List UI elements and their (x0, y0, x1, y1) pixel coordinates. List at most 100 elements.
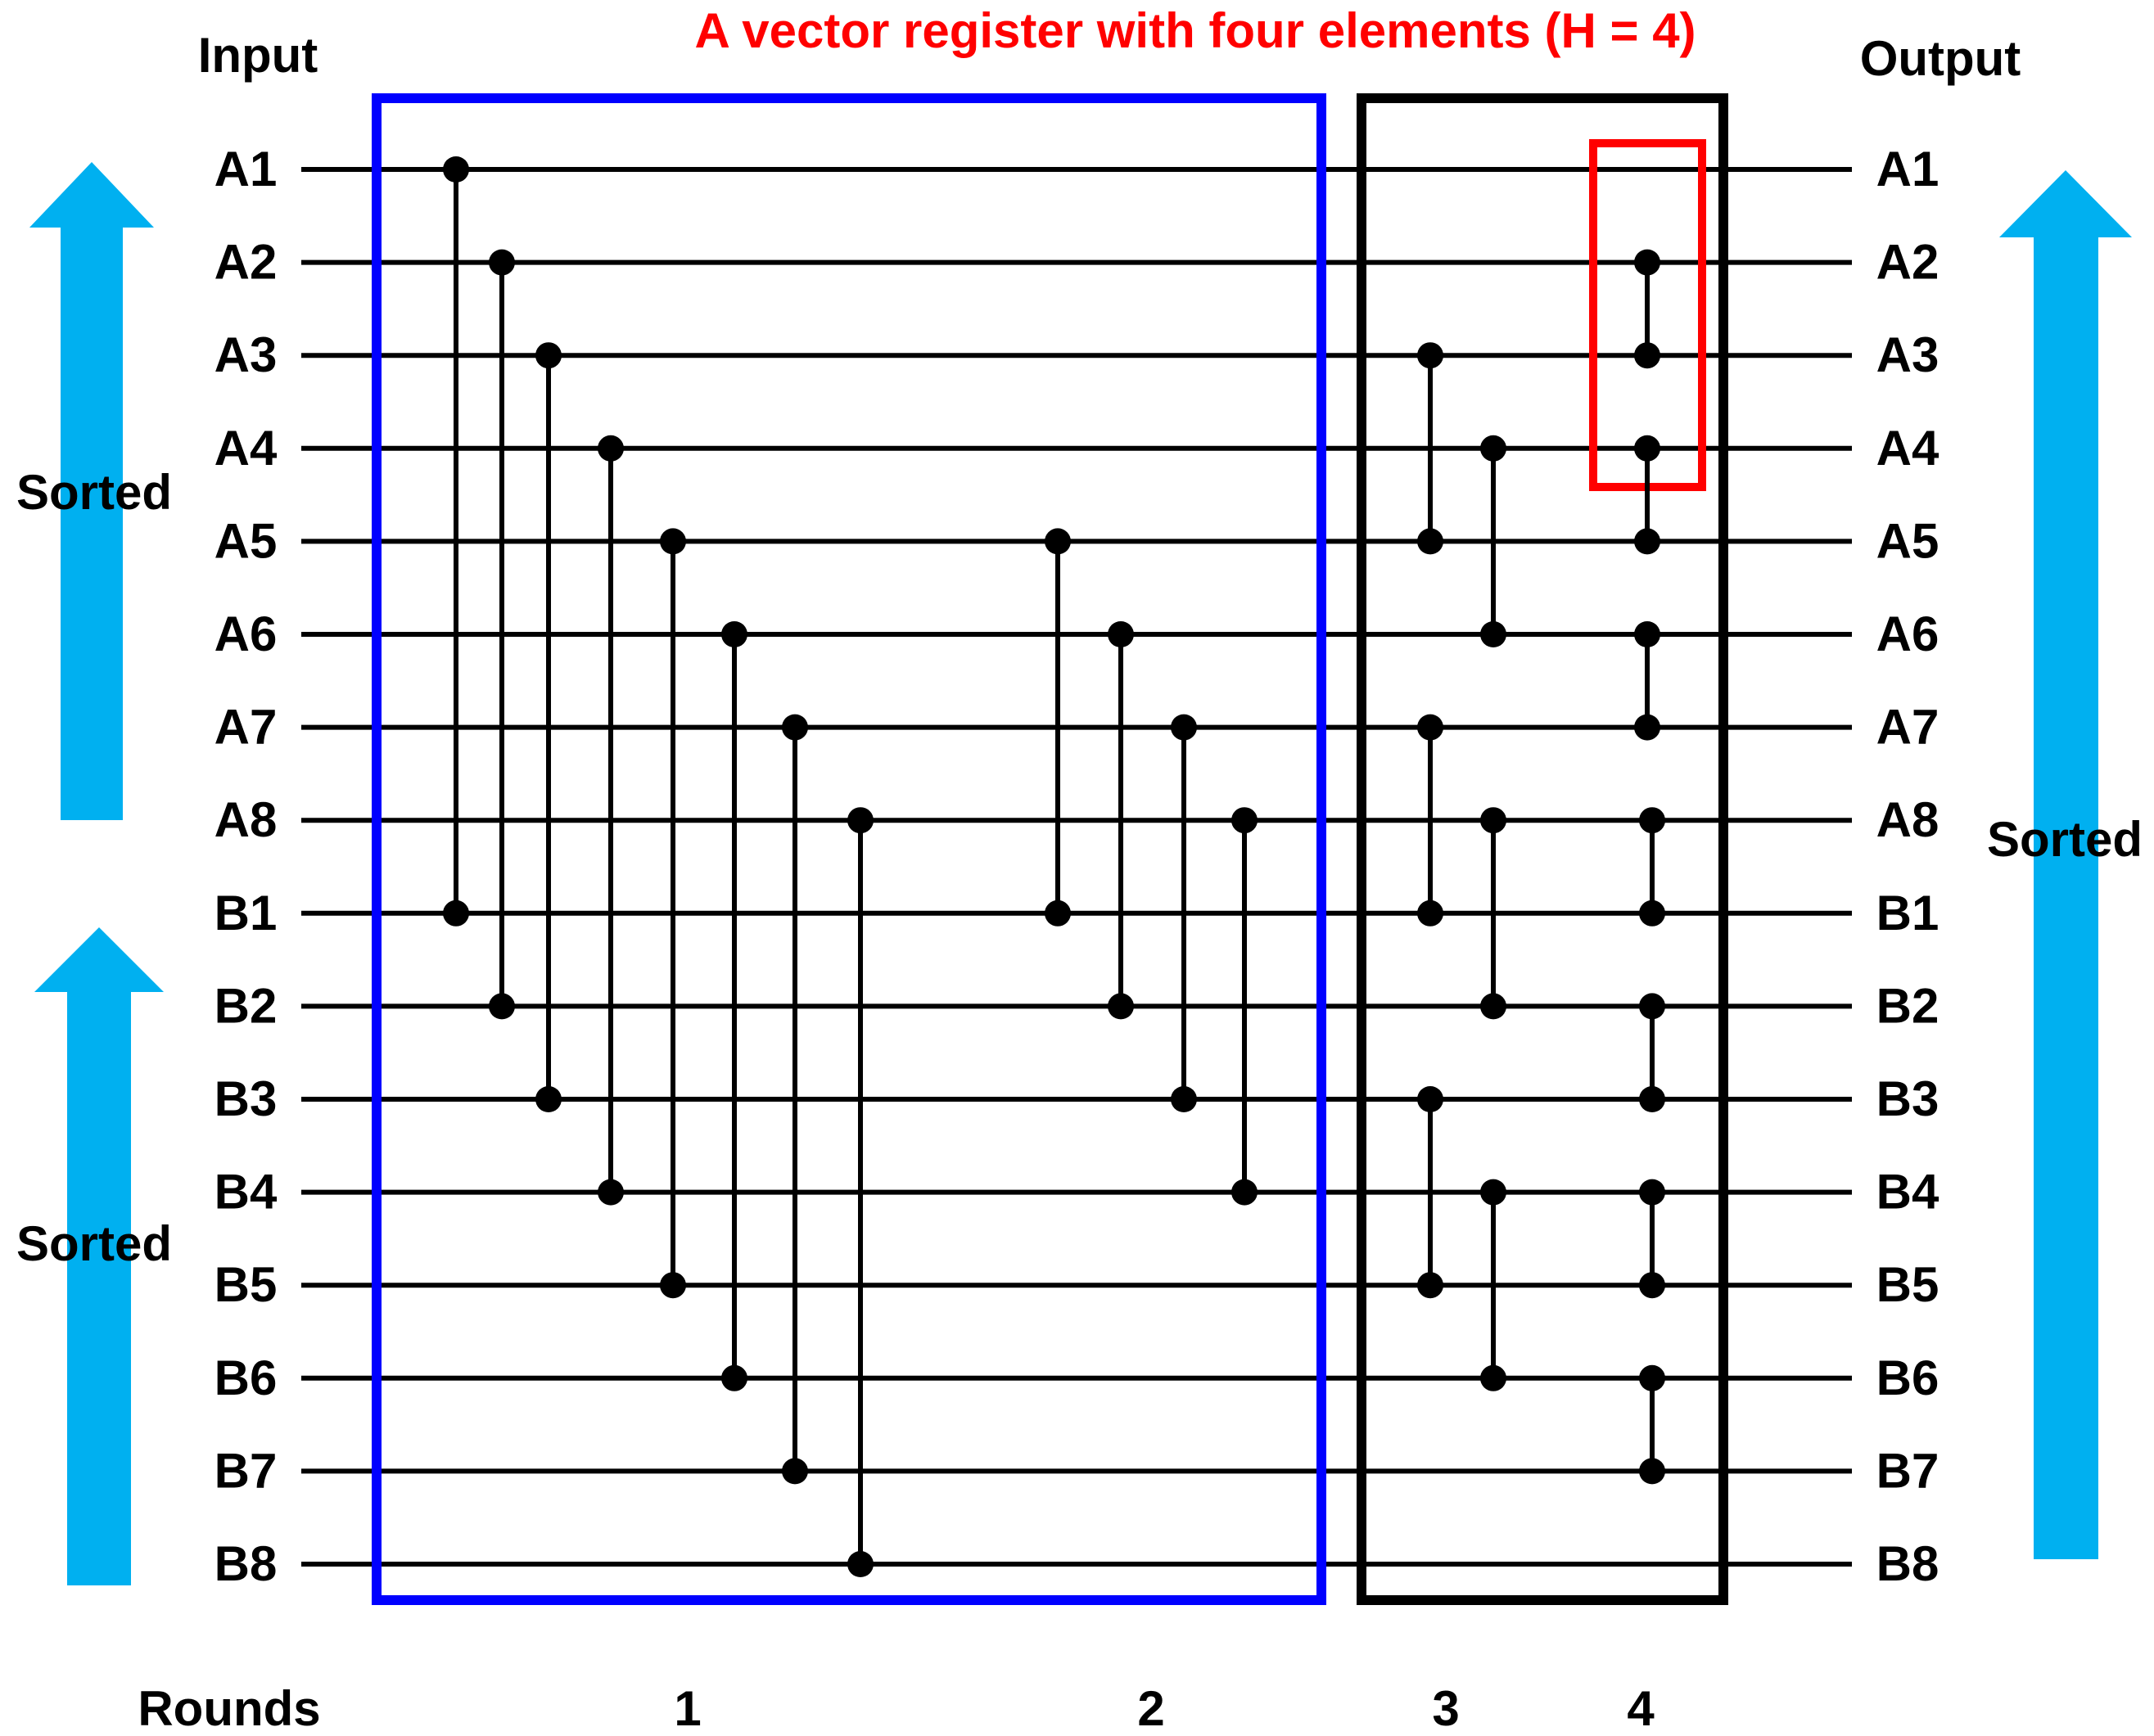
comparator-node (535, 342, 562, 369)
sorted-arrow-b (34, 927, 164, 1585)
comparator-node (1417, 1272, 1443, 1299)
comparator-node (1639, 1364, 1665, 1391)
comparator-node (1171, 714, 1197, 741)
comparator-node (1480, 435, 1506, 462)
sorted-arrow-output (1999, 170, 2132, 1559)
comparator-node (1231, 1179, 1258, 1206)
output-wire-label: B6 (1876, 1350, 1940, 1405)
comparator-node (535, 1086, 562, 1112)
comparator-node (1634, 249, 1660, 276)
comparator-node (443, 900, 469, 927)
output-wire-label: A6 (1876, 606, 1940, 661)
output-wire-label: B5 (1876, 1257, 1940, 1312)
round-number-1: 1 (674, 1681, 701, 1736)
input-wire-label: A5 (214, 513, 278, 568)
comparator-node (782, 714, 808, 741)
input-header: Input (198, 28, 318, 83)
comparator-node (660, 1272, 686, 1299)
output-wire-label: B7 (1876, 1443, 1940, 1498)
input-wire-label: A3 (214, 327, 278, 382)
comparator-node (1417, 1086, 1443, 1112)
comparator-node (1045, 900, 1071, 927)
input-wire-label: B6 (214, 1350, 278, 1405)
comparator-node (1045, 528, 1071, 555)
round-number-2: 2 (1137, 1681, 1164, 1736)
comparator-node (1480, 993, 1506, 1020)
input-wire-label: B3 (214, 1071, 278, 1126)
input-wire-label: A2 (214, 235, 278, 290)
comparator-node (1639, 1272, 1665, 1299)
comparator-node (847, 1551, 874, 1577)
round-number-3: 3 (1432, 1681, 1459, 1736)
round-3-4-box (1357, 93, 1728, 1605)
comparator-node (1639, 1086, 1665, 1112)
comparator-node (1417, 342, 1443, 369)
comparator-node (1634, 621, 1660, 647)
input-wire-label: A8 (214, 792, 278, 847)
sorted-label-b: Sorted (16, 1216, 172, 1271)
diagram-title: A vector register with four elements (H … (694, 3, 1696, 58)
input-wire-label: B2 (214, 978, 278, 1033)
comparator-node (489, 249, 515, 276)
round-number-4: 4 (1627, 1681, 1655, 1736)
comparator-node (1639, 1179, 1665, 1206)
input-wire-label: B7 (214, 1443, 278, 1498)
comparator-node (782, 1458, 808, 1485)
comparator-node (1108, 621, 1134, 647)
comparator-node (1639, 1458, 1665, 1485)
round-1-2-box (372, 93, 1326, 1605)
output-wire-label: A3 (1876, 327, 1940, 382)
input-wire-label: A7 (214, 700, 278, 755)
output-wire-label: A4 (1876, 421, 1940, 476)
output-wire-label: B3 (1876, 1071, 1940, 1126)
output-wire-label: B1 (1876, 886, 1940, 940)
comparator-node (1639, 900, 1665, 927)
comparator-node (1417, 528, 1443, 555)
input-wire-label: A4 (214, 421, 278, 476)
comparator-node (721, 1364, 747, 1391)
sorted-arrow-a (29, 162, 154, 820)
sorted-label-output: Sorted (1987, 812, 2143, 867)
output-wire-label: A8 (1876, 792, 1940, 847)
output-wire-label: A2 (1876, 235, 1940, 290)
input-wire-label: B5 (214, 1257, 278, 1312)
wire-lines: A1 A1 A2 A2 A3 A3 A4 A4 A5 A5 A6 A6 A7 A7 A8 A8 B1 B1 B2 B2… (214, 142, 1940, 1591)
comparator-node (443, 156, 469, 183)
comparator-node (1171, 1086, 1197, 1112)
comparator-node (1480, 807, 1506, 834)
comparator-node (1639, 807, 1665, 834)
output-wire-label: A1 (1876, 142, 1940, 196)
output-wire-label: B4 (1876, 1165, 1940, 1220)
comparator-node (1634, 435, 1660, 462)
output-header: Output (1860, 31, 2021, 86)
comparator-node (598, 1179, 624, 1206)
comparator-node (847, 807, 874, 834)
output-wire-label: B8 (1876, 1536, 1940, 1591)
comparator-node (1108, 993, 1134, 1020)
comparator-node (1639, 993, 1665, 1020)
input-wire-label: B8 (214, 1536, 278, 1591)
output-wire-label: B2 (1876, 978, 1940, 1033)
comparator-node (1634, 528, 1660, 555)
comparator-node (1634, 342, 1660, 369)
rounds-label: Rounds (138, 1681, 320, 1736)
comparators (443, 156, 1665, 1577)
comparator-node (721, 621, 747, 647)
comparator-node (1480, 1179, 1506, 1206)
output-wire-label: A5 (1876, 513, 1940, 568)
comparator-node (1480, 1364, 1506, 1391)
comparator-node (1417, 714, 1443, 741)
comparator-node (1480, 621, 1506, 647)
input-wire-label: A6 (214, 606, 278, 661)
comparator-node (660, 528, 686, 555)
comparator-node (598, 435, 624, 462)
comparator-node (1417, 900, 1443, 927)
comparator-node (1231, 807, 1258, 834)
comparator-node (489, 993, 515, 1020)
input-wire-label: B4 (214, 1165, 278, 1220)
comparator-node (1634, 714, 1660, 741)
input-wire-label: B1 (214, 886, 278, 940)
input-wire-label: A1 (214, 142, 278, 196)
output-wire-label: A7 (1876, 700, 1940, 755)
